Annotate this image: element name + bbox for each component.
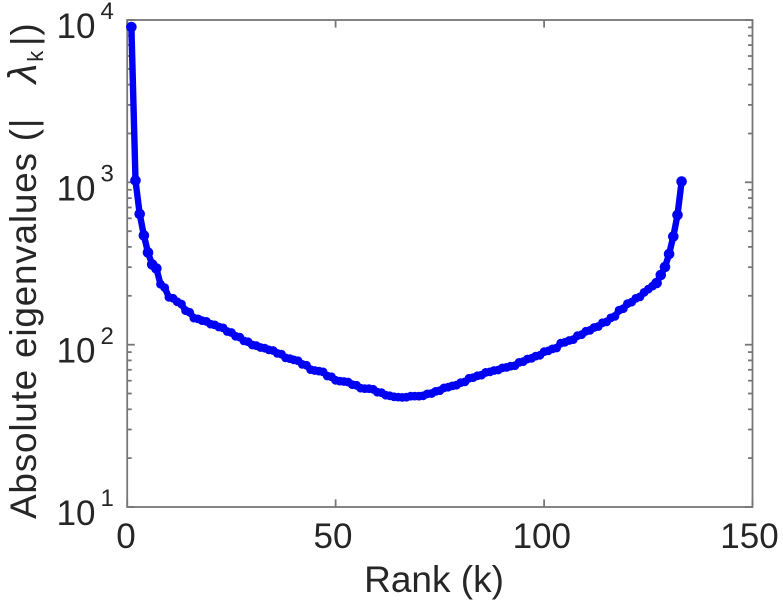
svg-text:0: 0 <box>116 517 135 556</box>
svg-text:4: 4 <box>101 0 114 25</box>
svg-text:3: 3 <box>101 161 114 188</box>
svg-text:10: 10 <box>57 7 96 46</box>
svg-text:2: 2 <box>101 323 114 350</box>
svg-text:150: 150 <box>720 517 778 556</box>
svg-text:50: 50 <box>314 517 353 556</box>
svg-text:1: 1 <box>101 485 114 512</box>
svg-text:Rank (k): Rank (k) <box>364 559 504 600</box>
svg-text:10: 10 <box>57 332 96 371</box>
svg-text:Absolute eigenvalues (| λk|): Absolute eigenvalues (| λk|) <box>1 23 48 519</box>
svg-text:10: 10 <box>57 169 96 208</box>
svg-text:10: 10 <box>57 494 96 533</box>
svg-text:100: 100 <box>513 517 571 556</box>
